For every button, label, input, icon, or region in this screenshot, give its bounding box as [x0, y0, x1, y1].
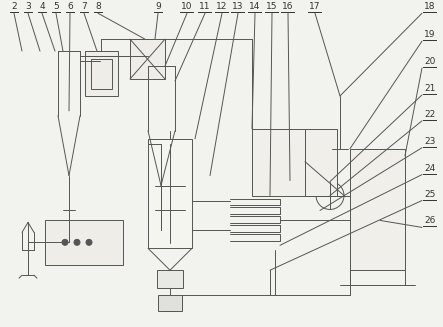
Text: 8: 8 [95, 2, 101, 11]
Text: 16: 16 [282, 2, 294, 11]
Bar [252, 129, 305, 196]
Text: 5: 5 [53, 2, 59, 11]
Bar [148, 139, 192, 248]
Bar [158, 295, 182, 311]
Text: 4: 4 [39, 2, 45, 11]
Text: 25: 25 [424, 190, 435, 198]
Text: 10: 10 [181, 2, 193, 11]
Text: 14: 14 [249, 2, 260, 11]
Circle shape [74, 239, 80, 245]
Text: 9: 9 [155, 2, 161, 11]
Circle shape [86, 239, 92, 245]
Bar [305, 129, 337, 196]
Text: 21: 21 [424, 84, 435, 93]
Text: 2: 2 [11, 2, 17, 11]
Text: 18: 18 [424, 2, 436, 11]
Text: 24: 24 [424, 164, 435, 173]
Bar [91, 59, 112, 89]
Circle shape [62, 239, 68, 245]
Text: 13: 13 [232, 2, 244, 11]
Text: 23: 23 [424, 137, 435, 146]
Text: 15: 15 [266, 2, 278, 11]
Text: 22: 22 [424, 110, 435, 119]
Text: 20: 20 [424, 57, 435, 66]
Text: 12: 12 [216, 2, 228, 11]
Bar [85, 51, 118, 96]
Text: 26: 26 [424, 216, 435, 225]
Text: 17: 17 [309, 2, 321, 11]
Text: 11: 11 [199, 2, 211, 11]
Bar [157, 270, 183, 288]
Bar [130, 39, 165, 79]
Text: 19: 19 [424, 30, 436, 39]
Bar [153, 205, 169, 217]
Bar [350, 149, 405, 270]
Bar [45, 220, 123, 265]
Text: 7: 7 [81, 2, 87, 11]
Text: 3: 3 [25, 2, 31, 11]
Text: 6: 6 [67, 2, 73, 11]
